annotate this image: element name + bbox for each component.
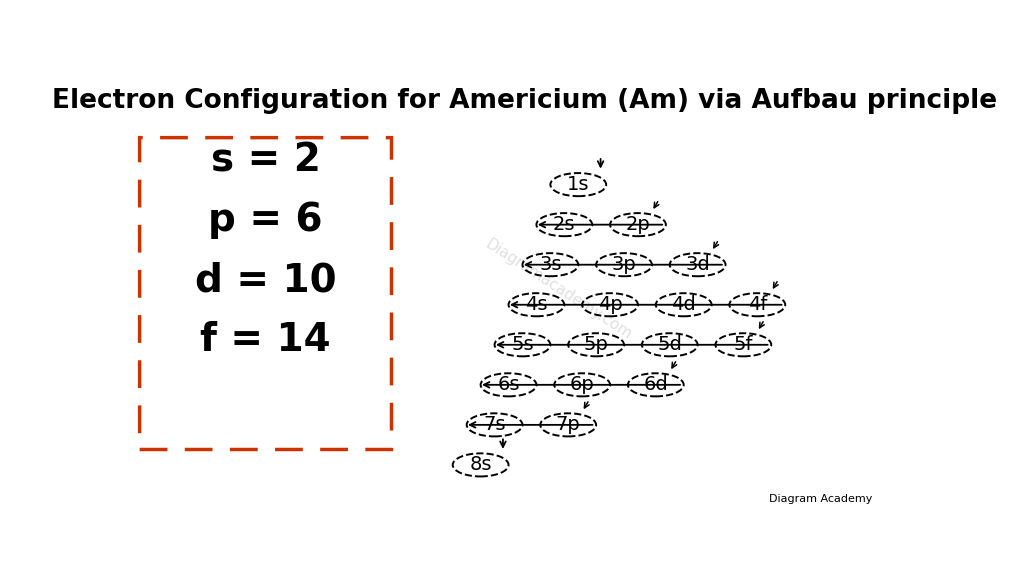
Text: 5f: 5f: [733, 335, 753, 354]
Text: 5d: 5d: [657, 335, 682, 354]
Text: 4f: 4f: [748, 295, 767, 314]
Text: 1s: 1s: [567, 175, 590, 194]
Text: 2s: 2s: [553, 215, 575, 234]
Text: 7s: 7s: [483, 415, 506, 434]
Text: 5s: 5s: [511, 335, 534, 354]
Text: p = 6: p = 6: [208, 201, 323, 239]
Text: 3s: 3s: [539, 255, 561, 274]
Text: 4p: 4p: [598, 295, 623, 314]
Text: 6s: 6s: [498, 376, 520, 395]
Text: 7p: 7p: [556, 415, 581, 434]
Text: 4d: 4d: [672, 295, 696, 314]
Text: 8s: 8s: [469, 456, 492, 475]
Text: 4s: 4s: [525, 295, 548, 314]
Text: s = 2: s = 2: [211, 142, 321, 180]
Text: 6d: 6d: [643, 376, 668, 395]
Text: d = 10: d = 10: [195, 261, 336, 299]
Text: f = 14: f = 14: [201, 321, 331, 359]
Text: 6p: 6p: [569, 376, 595, 395]
Text: 3p: 3p: [611, 255, 636, 274]
Text: 2p: 2p: [626, 215, 650, 234]
Text: Diagram Academy: Diagram Academy: [769, 494, 872, 504]
Text: Electron Configuration for Americium (Am) via Aufbau principle: Electron Configuration for Americium (Am…: [52, 88, 997, 113]
Text: Diagramacademy.com: Diagramacademy.com: [482, 236, 634, 342]
Text: 5p: 5p: [584, 335, 608, 354]
Text: 3d: 3d: [685, 255, 710, 274]
FancyBboxPatch shape: [139, 138, 391, 449]
